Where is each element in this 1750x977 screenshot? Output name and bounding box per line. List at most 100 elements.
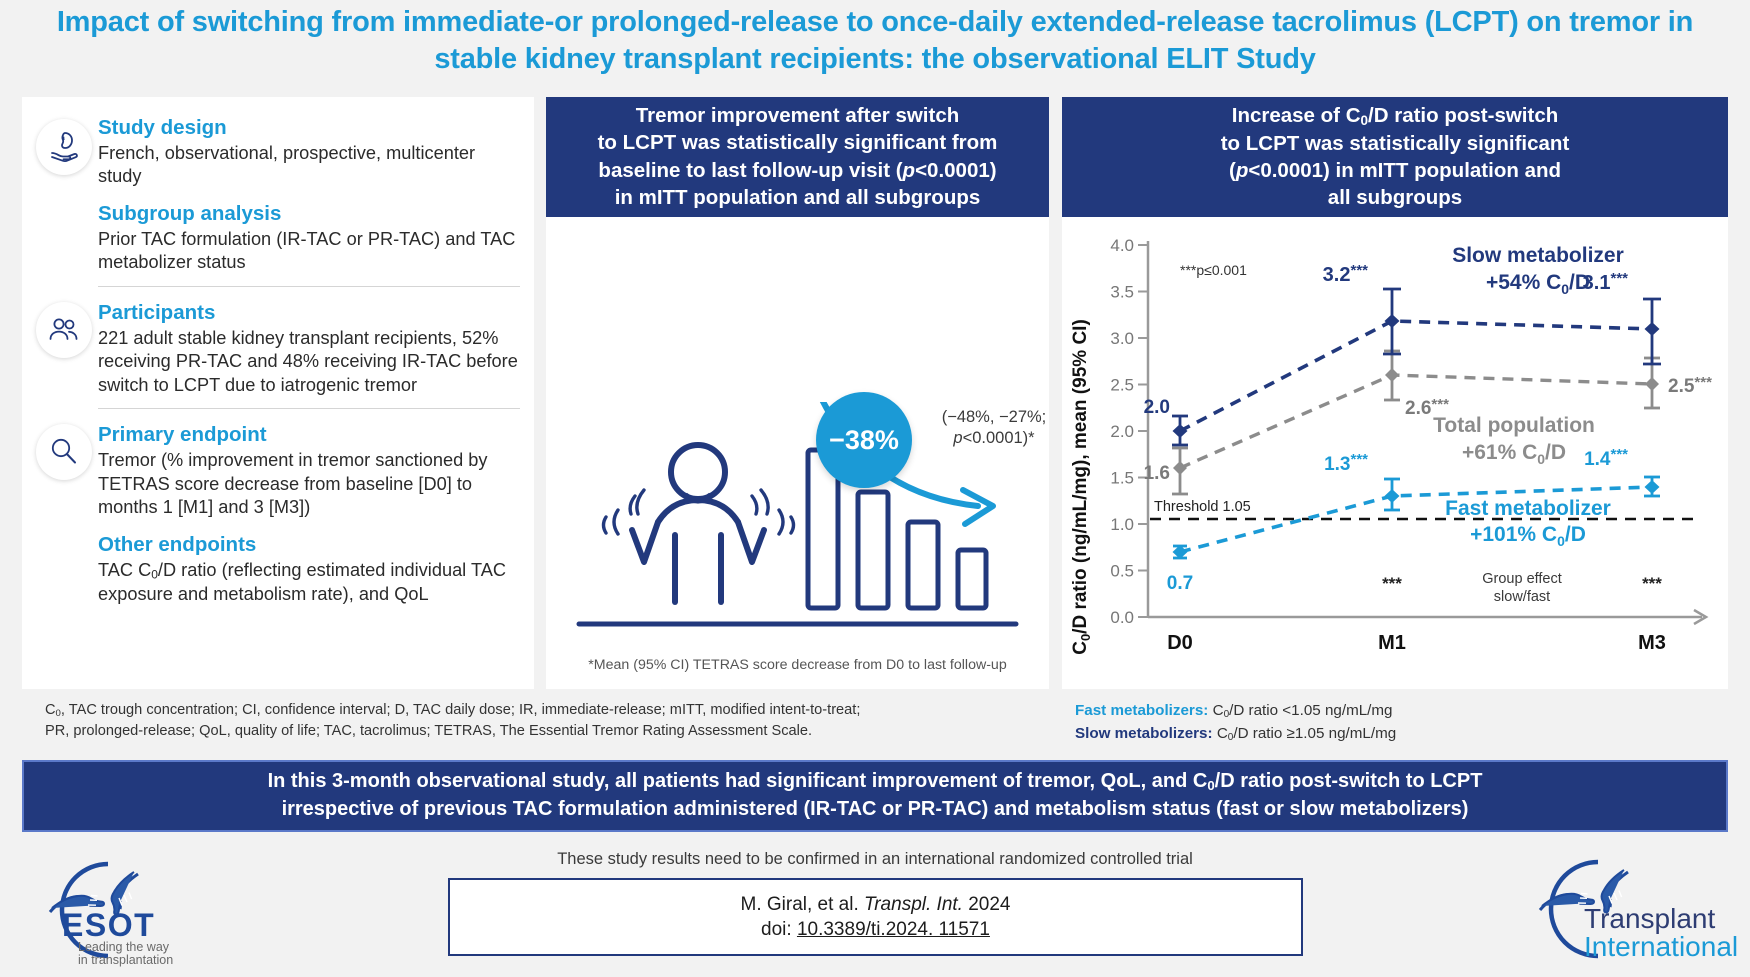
conclusion-line-1-post: /D ratio post-switch to LCPT	[1214, 770, 1483, 793]
conclusion-line-2: irrespective of previous TAC formulation…	[281, 798, 1469, 820]
svg-text:0.5: 0.5	[1110, 562, 1134, 581]
chart-annotation-total-pct: +61% C0/D	[1462, 441, 1566, 467]
chart-label-slow-d0: 2.0	[1144, 397, 1170, 418]
section-heading-participants: Participants	[98, 300, 216, 324]
conclusion-line-1-pre: In this 3-month observational study, all…	[267, 770, 1208, 793]
abbrev-line-1-text: , TAC trough concentration; CI, confiden…	[60, 702, 861, 718]
chart-series-fast-metabolizer: 0.7 1.3*** 1.4*** Fast metabolizer +101%…	[1167, 446, 1660, 594]
chart-x-tick-m3: M3	[1638, 632, 1666, 654]
chart-group-effect-label-1: Group effect	[1482, 571, 1562, 587]
section-heading-primary-endpoint: Primary endpoint	[98, 423, 267, 447]
esot-logo-tagline-2: in transplantation	[78, 953, 173, 967]
svg-text:1.0: 1.0	[1110, 515, 1134, 534]
conclusion-banner: In this 3-month observational study, all…	[22, 760, 1728, 832]
chart-x-axis-arrow	[1693, 608, 1709, 626]
tremor-panel-body: −38% (−48%, −27%; p<0.0001)* *Mean (95% …	[546, 217, 1049, 689]
chart-label-slow-m1: 3.2***	[1323, 262, 1368, 286]
other-endpoints-post: /D ratio (reflecting estimated individua…	[98, 559, 506, 604]
abbrev-c0: C	[45, 702, 56, 718]
study-info-card: Study design French, observational, pros…	[22, 97, 534, 689]
section-body-participants: 221 adult stable kidney transplant recip…	[98, 327, 518, 395]
other-endpoints-pre: TAC C	[98, 559, 152, 580]
chart-annotation-slow-pct: +54% C0/D	[1486, 271, 1590, 297]
abbrev-c0-sub: 0	[55, 708, 61, 720]
chart-series-total-population: 1.6 2.6*** 2.5***	[1144, 349, 1712, 496]
chart-group-effect-mark-m3: ***	[1642, 574, 1662, 593]
kidney-in-hand-icon	[36, 119, 92, 175]
citation-doi-line: doi: 10.3389/ti.2024. 11571	[761, 919, 990, 941]
svg-text:2.0: 2.0	[1110, 422, 1134, 441]
chart-annotation-slow-metabolizer: Slow metabolizer	[1452, 244, 1624, 267]
slow-metabolizer-definition: Slow metabolizers: C0/D ratio ≥1.05 ng/m…	[1075, 723, 1735, 746]
section-participants: Participants 221 adult stable kidney tra…	[36, 300, 520, 398]
citation-box: M. Giral, et al. Transpl. Int. 2024 doi:…	[448, 878, 1303, 956]
chart-label-fast-d0: 0.7	[1167, 573, 1193, 594]
chart-annotation-fast-pct: +101% C0/D	[1470, 523, 1586, 549]
chart-label-total-m3: 2.5***	[1668, 374, 1712, 397]
tremor-patient-with-decreasing-bars-icon	[576, 402, 1019, 627]
c0d-ratio-card: Increase of C0/D ratio post-switch to LCP…	[1062, 97, 1728, 689]
ci-line-2: <0.0001)*	[962, 429, 1035, 448]
section-study-design: Study design French, observational, pros…	[36, 115, 520, 275]
section-endpoints: Primary endpoint Tremor (% improvement i…	[36, 422, 520, 607]
ci-line-1: (−48%, −27%;	[941, 408, 1047, 426]
other-endpoints-sub: 0	[151, 567, 158, 582]
page-title: Impact of switching from immediate-or pr…	[56, 6, 1694, 76]
ti-logo-text-1: Transplant	[1584, 903, 1715, 934]
section-heading-subgroup-analysis: Subgroup analysis	[98, 201, 282, 225]
slow-metabolizer-c0-sub: 0	[1227, 731, 1234, 743]
doi-label: doi:	[761, 918, 797, 940]
fast-metabolizer-definition: Fast metabolizers: C0/D ratio <1.05 ng/m…	[1075, 700, 1735, 723]
section-body-other-endpoints: TAC C0/D ratio (reflecting estimated ind…	[98, 559, 520, 607]
tremor-improvement-badge: −38%	[816, 392, 912, 488]
abbreviations-line-2: PR, prolonged-release; QoL, quality of l…	[45, 722, 813, 739]
svg-text:0.0: 0.0	[1110, 608, 1134, 627]
chart-y-ticks: 4.0 3.5 3.0 2.5 2.0 1.5 1.0 0.5 0.0	[1110, 236, 1148, 627]
slow-metabolizer-value: /D ratio ≥1.05 ng/mL/mg	[1233, 724, 1397, 742]
chart-significance-note: ***p≤0.001	[1180, 262, 1247, 278]
footer-note: These study results need to be confirmed…	[557, 850, 1193, 868]
esot-logo-tagline-1: Leading the way	[78, 940, 170, 954]
citation-journal: Transpl. Int.	[864, 893, 963, 915]
divider	[98, 408, 520, 410]
svg-text:2.5: 2.5	[1110, 376, 1134, 395]
chart-label-fast-m1: 1.3***	[1324, 451, 1368, 475]
chart-annotation-fast-metabolizer: Fast metabolizer	[1445, 497, 1611, 520]
citation-year: 2024	[962, 893, 1011, 915]
section-body-study-design: French, observational, prospective, mult…	[98, 142, 476, 187]
conclusion-line-1-sub: 0	[1207, 778, 1215, 794]
svg-text:3.0: 3.0	[1110, 329, 1134, 348]
tremor-panel-header: Tremor improvement after switch to LCPT w…	[546, 97, 1049, 217]
chart-group-effect-label-2: slow/fast	[1494, 589, 1550, 605]
chart-label-slow-m3: 3.1***	[1583, 270, 1628, 294]
abbreviations: C0, TAC trough concentration; CI, confid…	[45, 700, 1055, 742]
tremor-panel-footnote: *Mean (95% CI) TETRAS score decrease fro…	[588, 657, 1007, 673]
slow-metabolizer-label: Slow metabolizers:	[1075, 724, 1213, 742]
transplant-international-logo: Transplant International	[1538, 859, 1738, 962]
section-body-subgroup-analysis: Prior TAC formulation (IR-TAC or PR-TAC)…	[98, 228, 516, 273]
chart-x-ticks: D0 M1 M3	[1167, 632, 1666, 654]
chart-annotation-total-population: Total population	[1433, 414, 1595, 437]
chart-threshold-label: Threshold 1.05	[1154, 499, 1251, 515]
chart-label-fast-m3: 1.4***	[1584, 446, 1628, 470]
abbreviations-line-1: C0, TAC trough concentration; CI, confid…	[45, 700, 1055, 721]
c0d-panel-header: Increase of C0/D ratio post-switch to LCP…	[1062, 97, 1728, 217]
tremor-improvement-card: Tremor improvement after switch to LCPT w…	[546, 97, 1049, 689]
slow-metabolizer-c0: C	[1216, 724, 1228, 742]
fast-metabolizer-c0-sub: 0	[1223, 709, 1230, 721]
fast-metabolizer-value: /D ratio <1.05 ng/mL/mg	[1229, 702, 1393, 719]
chart-series-slow-metabolizer: 2.0 3.2*** 3.1*** Slow metabolizer +54% …	[1144, 244, 1661, 447]
c0d-ratio-chart: C0/D ratio (ng/mL/mg), mean (95% CI) 4.0…	[1062, 217, 1728, 689]
doi-link[interactable]: 10.3389/ti.2024. 11571	[796, 918, 990, 940]
svg-text:3.5: 3.5	[1110, 283, 1134, 302]
participants-icon	[36, 301, 92, 358]
chart-x-tick-m1: M1	[1378, 632, 1406, 654]
fast-metabolizer-c0: C	[1212, 702, 1224, 719]
fast-metabolizer-label: Fast metabolizers:	[1075, 702, 1209, 719]
citation-authors-line: M. Giral, et al. Transpl. Int. 2024	[741, 894, 1011, 916]
esot-logo: ESOT Leading the way in transplantation	[48, 861, 173, 967]
section-heading-study-design: Study design	[98, 116, 227, 139]
metabolizer-definitions: Fast metabolizers: C0/D ratio <1.05 ng/m…	[1075, 700, 1735, 745]
citation-authors: M. Giral, et al.	[740, 893, 865, 915]
